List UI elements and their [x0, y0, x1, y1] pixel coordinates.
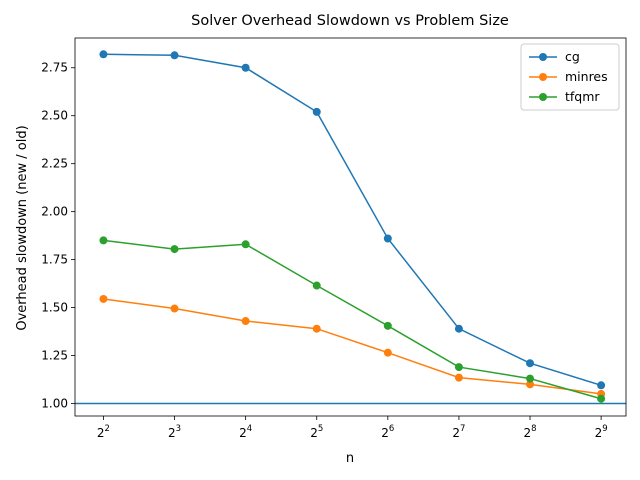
y-tick-label: 1.25	[41, 349, 68, 363]
plot-frame	[74, 37, 627, 417]
legend-marker-cg	[539, 53, 547, 61]
y-tick-label: 2.00	[41, 205, 68, 219]
data-point-minres-6	[526, 380, 535, 389]
x-tick-label: 24	[239, 424, 252, 440]
data-point-minres-1	[170, 304, 179, 313]
y-tick-label: 1.00	[41, 397, 68, 411]
y-tick-label: 1.50	[41, 301, 68, 315]
x-tick-label: 22	[97, 424, 110, 440]
data-point-minres-5	[454, 373, 463, 382]
data-point-tfqmr-0	[99, 236, 108, 245]
y-tick-label: 1.75	[41, 253, 68, 267]
x-axis-label: n	[346, 451, 354, 466]
series-line-cg	[103, 53, 602, 387]
data-point-tfqmr-4	[383, 321, 392, 330]
data-point-tfqmr-1	[170, 245, 179, 254]
chart-title: Solver Overhead Slowdown vs Problem Size	[191, 13, 509, 29]
data-point-cg-5	[454, 324, 463, 333]
y-axis-label: Overhead slowdown (new / old)	[15, 125, 30, 330]
x-tick-label: 26	[381, 424, 394, 440]
legend-box	[520, 43, 620, 111]
legend-marker-minres	[539, 73, 547, 81]
y-tick-label: 2.25	[41, 157, 68, 171]
legend-label-tfqmr: tfqmr	[565, 89, 600, 104]
data-point-tfqmr-5	[454, 363, 463, 372]
data-point-minres-0	[99, 294, 108, 303]
y-tick-label: 2.75	[41, 61, 68, 75]
data-point-minres-4	[383, 348, 392, 357]
x-tick-label: 23	[168, 424, 181, 440]
data-point-tfqmr-2	[241, 240, 250, 249]
series-line-minres	[103, 298, 602, 395]
data-point-cg-4	[383, 234, 392, 243]
data-point-cg-3	[312, 107, 321, 116]
legend-label-minres: minres	[565, 69, 608, 84]
y-tick-label: 2.50	[41, 109, 68, 123]
legend-label-cg: cg	[565, 49, 580, 64]
data-point-cg-2	[241, 63, 250, 72]
data-point-tfqmr-3	[312, 281, 321, 290]
series-line-tfqmr	[103, 239, 602, 400]
data-point-cg-6	[526, 359, 535, 368]
x-tick-label: 28	[523, 424, 536, 440]
data-point-cg-7	[597, 381, 606, 390]
x-tick-label: 27	[452, 424, 465, 440]
data-point-cg-0	[99, 50, 108, 59]
legend-marker-tfqmr	[539, 93, 547, 101]
data-point-minres-2	[241, 317, 250, 326]
x-tick-label: 29	[595, 424, 608, 440]
data-point-cg-1	[170, 51, 179, 60]
data-point-tfqmr-7	[597, 394, 606, 403]
data-point-tfqmr-6	[526, 374, 535, 383]
data-point-minres-3	[312, 324, 321, 333]
x-tick-label: 25	[310, 424, 323, 440]
